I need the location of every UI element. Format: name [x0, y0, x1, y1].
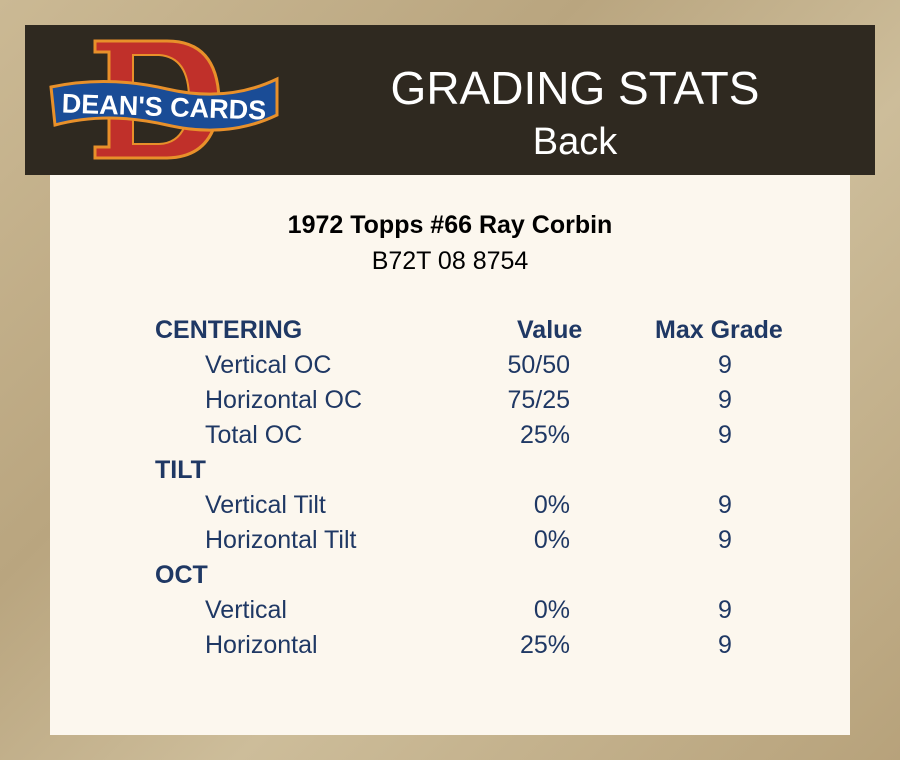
max-grade-column-header: Max Grade — [655, 316, 783, 344]
stat-max-grade: 9 — [718, 631, 732, 659]
stat-label: Vertical Tilt — [205, 491, 326, 519]
stat-max-grade: 9 — [718, 526, 732, 554]
stat-max-grade: 9 — [718, 351, 732, 379]
stat-max-grade: 9 — [718, 386, 732, 414]
stat-value: 25% — [519, 631, 570, 659]
stat-row: Horizontal 25% 9 — [50, 631, 850, 666]
stat-row: Total OC 25% 9 — [50, 421, 850, 456]
stat-max-grade: 9 — [718, 596, 732, 624]
section-label: TILT — [155, 456, 206, 484]
section-row: TILT — [50, 456, 850, 491]
stat-value: 75/25 — [507, 386, 570, 414]
grading-panel: 1972 Topps #66 Ray Corbin B72T 08 8754 C… — [50, 175, 850, 735]
value-column-header: Value — [517, 316, 583, 344]
deans-cards-logo: DEAN'S CARDS — [49, 39, 279, 160]
section-label: OCT — [155, 561, 208, 589]
stat-row: Vertical Tilt 0% 9 — [50, 491, 850, 526]
page-subtitle: Back — [532, 121, 618, 163]
stat-row: Vertical 0% 9 — [50, 596, 850, 631]
header: DEAN'S CARDS GRADING STATS Back — [25, 25, 875, 175]
stat-value: 0% — [533, 491, 570, 519]
section-row: OCT — [50, 561, 850, 596]
stat-label: Vertical OC — [205, 351, 332, 379]
stat-value: 0% — [533, 596, 570, 624]
page-title: GRADING STATS — [390, 62, 760, 114]
svg-text:DEAN'S CARDS: DEAN'S CARDS — [61, 88, 266, 125]
stat-value: 50/50 — [507, 351, 570, 379]
stat-label: Horizontal OC — [205, 386, 362, 414]
stat-label: Horizontal Tilt — [205, 526, 357, 554]
stat-max-grade: 9 — [718, 491, 732, 519]
stat-row: Vertical OC 50/50 9 — [50, 351, 850, 386]
stat-label: Vertical — [205, 596, 287, 624]
card-code: B72T 08 8754 — [371, 247, 529, 275]
stat-value: 25% — [519, 421, 570, 449]
stat-label: Horizontal — [205, 631, 318, 659]
card-title: 1972 Topps #66 Ray Corbin — [287, 211, 613, 239]
section-row: CENTERING Value Max Grade — [50, 316, 850, 351]
stat-label: Total OC — [205, 421, 303, 449]
stat-value: 0% — [533, 526, 570, 554]
stat-row: Horizontal OC 75/25 9 — [50, 386, 850, 421]
stat-row: Horizontal Tilt 0% 9 — [50, 526, 850, 561]
section-label: CENTERING — [155, 316, 303, 344]
stat-max-grade: 9 — [718, 421, 732, 449]
